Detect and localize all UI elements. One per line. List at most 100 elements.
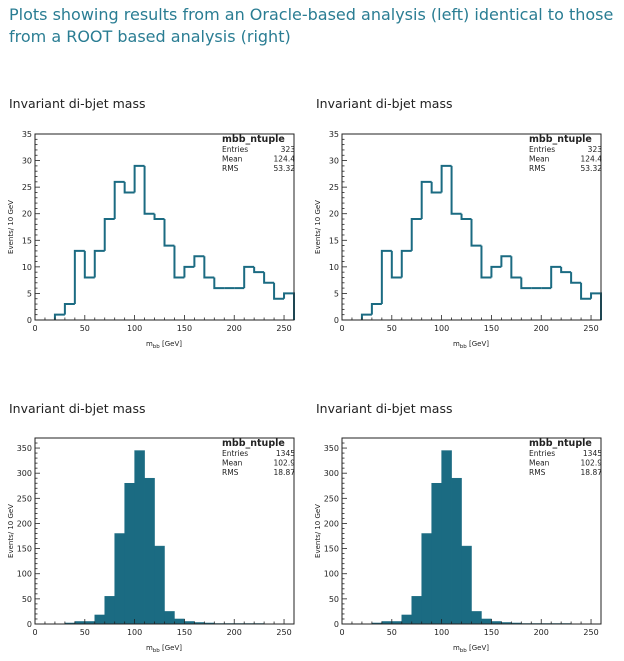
x-tick-label: 250 bbox=[276, 628, 291, 637]
histogram-bin bbox=[380, 249, 392, 305]
histogram-bin bbox=[103, 218, 115, 251]
histogram-bin bbox=[370, 303, 382, 315]
y-tick-label: 5 bbox=[27, 289, 32, 298]
y-tick-label: 10 bbox=[329, 263, 339, 272]
histogram-bin bbox=[411, 596, 422, 625]
x-tick-label: 50 bbox=[80, 324, 90, 333]
histogram-bin bbox=[134, 450, 145, 625]
stats-label: Entries bbox=[529, 145, 555, 154]
chart-title: Invariant di-bjet mass bbox=[9, 401, 146, 416]
histogram-bin bbox=[440, 164, 452, 193]
histogram-bin bbox=[104, 596, 115, 625]
histogram-bin bbox=[154, 545, 165, 625]
stats-label: Entries bbox=[222, 145, 248, 154]
x-axis-title: mbb [GeV] bbox=[453, 340, 489, 350]
x-tick-label: 200 bbox=[227, 324, 242, 333]
histogram-bin bbox=[410, 218, 422, 251]
x-tick-label: 50 bbox=[387, 628, 397, 637]
histogram-bin bbox=[63, 303, 75, 315]
histogram-bin bbox=[93, 249, 105, 278]
histogram-bin bbox=[500, 255, 512, 267]
y-tick-label: 25 bbox=[329, 183, 339, 192]
histogram-bin bbox=[114, 533, 125, 625]
y-axis-title: Events/ 10 GeV bbox=[314, 504, 322, 558]
x-tick-label: 50 bbox=[80, 628, 90, 637]
y-tick-label: 35 bbox=[22, 130, 32, 139]
stats-label: Entries bbox=[529, 449, 555, 458]
y-tick-label: 200 bbox=[324, 519, 339, 528]
page-title: Plots showing results from an Oracle-bas… bbox=[9, 5, 614, 46]
histogram-bin bbox=[273, 282, 285, 300]
x-tick-label: 200 bbox=[227, 628, 242, 637]
histogram-bin bbox=[123, 181, 135, 194]
chart-title: Invariant di-bjet mass bbox=[9, 96, 146, 111]
x-axis-title: mbb [GeV] bbox=[453, 644, 489, 654]
stats-value: 18.87 bbox=[274, 468, 296, 477]
histogram-bin bbox=[470, 219, 482, 247]
y-tick-label: 5 bbox=[334, 289, 339, 298]
stats-name: mbb_ntuple bbox=[529, 134, 592, 145]
histogram-bin bbox=[173, 245, 185, 279]
histogram-bin bbox=[420, 180, 432, 220]
stats-value: 53.32 bbox=[581, 164, 603, 173]
y-tick-label: 0 bbox=[27, 620, 32, 629]
x-tick-label: 150 bbox=[484, 324, 499, 333]
histogram-bin bbox=[73, 249, 85, 305]
x-axis-title: mbb [GeV] bbox=[146, 644, 182, 654]
stats-value: 102.9 bbox=[581, 459, 603, 468]
histogram-bin bbox=[441, 450, 452, 625]
stats-label: Mean bbox=[529, 155, 550, 164]
stats-label: RMS bbox=[222, 164, 239, 173]
stats-label: RMS bbox=[529, 468, 546, 477]
x-tick-label: 100 bbox=[127, 628, 142, 637]
y-tick-label: 100 bbox=[17, 570, 32, 579]
histogram-chart: 0 50 100 150 200 250 0 5 10 15 20 25 30 35 mbb [GeV] Ev… bbox=[314, 130, 603, 350]
stats-value: 323 bbox=[281, 145, 296, 154]
y-tick-label: 150 bbox=[324, 545, 339, 554]
y-tick-label: 35 bbox=[329, 130, 339, 139]
histogram-chart: 0 50 100 150 200 250 0 50 100 150 200 250 300 350 mbb … bbox=[314, 437, 603, 654]
histogram-bin bbox=[263, 272, 275, 284]
histogram-bin bbox=[570, 272, 582, 284]
y-tick-label: 10 bbox=[22, 263, 32, 272]
x-tick-label: 0 bbox=[339, 324, 344, 333]
histogram-bin bbox=[174, 618, 185, 625]
y-axis-title: Events/ 10 GeV bbox=[7, 200, 15, 254]
histogram-chart: 0 50 100 150 200 250 0 50 100 150 200 250 300 350 mbb … bbox=[7, 437, 296, 654]
histogram-chart: 0 50 100 150 200 250 0 5 10 15 20 25 30 35 mbb [GeV] Ev… bbox=[7, 130, 296, 350]
y-tick-label: 20 bbox=[329, 210, 339, 219]
x-tick-label: 100 bbox=[434, 324, 449, 333]
y-axis-title: Events/ 10 GeV bbox=[314, 200, 322, 254]
x-tick-label: 250 bbox=[583, 324, 598, 333]
chart-title: Invariant di-bjet mass bbox=[316, 96, 453, 111]
y-tick-label: 100 bbox=[324, 570, 339, 579]
stats-value: 53.32 bbox=[274, 164, 296, 173]
histogram-bin bbox=[143, 165, 155, 215]
y-tick-label: 350 bbox=[17, 444, 32, 453]
x-tick-label: 0 bbox=[339, 628, 344, 637]
x-tick-label: 250 bbox=[276, 324, 291, 333]
y-tick-label: 15 bbox=[329, 236, 339, 245]
histogram-bin bbox=[203, 256, 215, 279]
histogram-bin bbox=[460, 213, 472, 221]
histogram-bin bbox=[133, 164, 145, 193]
stats-value: 323 bbox=[588, 145, 603, 154]
stats-value: 124.4 bbox=[581, 155, 603, 164]
histogram-bin bbox=[590, 292, 602, 320]
histogram-bin bbox=[480, 245, 492, 279]
histogram-bin bbox=[390, 250, 402, 279]
histogram-bin bbox=[560, 266, 572, 274]
histogram-bin bbox=[94, 614, 105, 625]
stats-value: 102.9 bbox=[274, 459, 296, 468]
stats-label: Entries bbox=[222, 449, 248, 458]
stats-value: 1345 bbox=[583, 449, 602, 458]
y-tick-label: 30 bbox=[329, 157, 339, 166]
y-tick-label: 15 bbox=[22, 236, 32, 245]
y-axis-title: Events/ 10 GeV bbox=[7, 504, 15, 558]
stats-value: 124.4 bbox=[274, 155, 296, 164]
x-tick-label: 200 bbox=[534, 628, 549, 637]
histogram-bin bbox=[580, 282, 592, 300]
stats-value: 18.87 bbox=[581, 468, 603, 477]
stats-label: RMS bbox=[529, 164, 546, 173]
x-tick-label: 200 bbox=[534, 324, 549, 333]
